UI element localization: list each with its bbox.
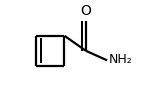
Text: NH₂: NH₂ <box>109 53 133 66</box>
Text: O: O <box>80 4 91 18</box>
